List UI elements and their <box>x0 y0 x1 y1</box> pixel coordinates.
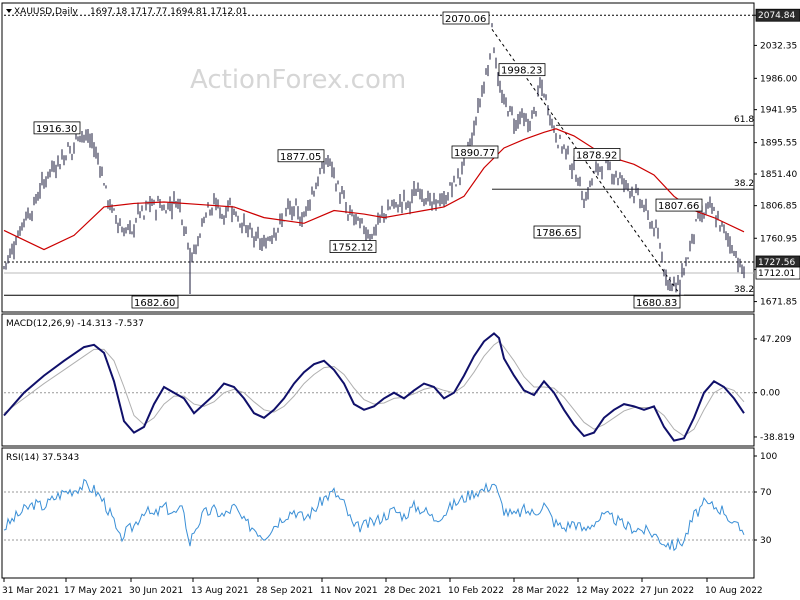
price-title: XAUUSD,Daily 1697.18 1717.77 1694.81 171… <box>6 7 247 17</box>
price-ytick-label: 2032.35 <box>760 41 797 51</box>
rsi-panel-frame <box>1 447 755 579</box>
price-panel: 2074.84 2032.35 1986.00 1941.95 1895.55 1851.… <box>3 8 800 309</box>
x-tick-label: 31 Mar 2021 <box>2 586 59 596</box>
price-title-text: XAUUSD,Daily <box>14 7 78 17</box>
rsi-ytick-label: 70 <box>760 488 772 498</box>
macd-panel: 47.209 0.00 -38.819 <box>3 332 795 443</box>
x-tick-label: 28 Dec 2021 <box>384 586 442 596</box>
price-annotation-label: 1878.92 <box>576 150 617 161</box>
price-annotation-box <box>655 198 703 212</box>
price-ytick-label: 1941.95 <box>760 106 797 116</box>
watermark: ActionForex.com <box>190 65 406 95</box>
price-annotation-box <box>498 63 546 77</box>
macd-signal-line <box>3 340 745 437</box>
price-panel-frame <box>1 2 755 313</box>
rsi-ytick-label: 100 <box>760 452 777 462</box>
x-tick-label: 27 Jun 2022 <box>640 586 694 596</box>
rsi-title: RSI(14) 37.5343 <box>6 453 79 463</box>
price-annotation-label: 1890.77 <box>454 148 495 159</box>
x-tick-label: 11 Nov 2021 <box>320 586 378 596</box>
x-tick-label: 30 Jun 2021 <box>129 586 183 596</box>
x-tick-label: 10 Aug 2022 <box>705 586 763 596</box>
fib-level-label: 38.2 <box>734 179 754 189</box>
price-annotation-box <box>442 11 490 25</box>
price-annotation-label: 1682.60 <box>134 298 175 309</box>
fib-level-label: 61.8 <box>734 115 754 125</box>
macd-ytick-label: 47.209 <box>760 335 792 345</box>
right-price-box <box>755 266 800 280</box>
price-annotation-box <box>329 240 377 253</box>
x-axis: 31 Mar 2021 17 May 2021 30 Jun 2021 13 Aug … <box>2 578 763 596</box>
price-ytick-label: 1986.00 <box>760 74 797 84</box>
x-tick-label: 13 Aug 2021 <box>191 586 249 596</box>
x-tick-label: 17 May 2021 <box>64 586 123 596</box>
price-ohlc-text: 1697.18 1717.77 1694.81 1712.01 <box>90 7 247 17</box>
right-price-box-label: 1727.56 <box>758 258 795 268</box>
price-ytick-label: 1671.85 <box>760 298 797 308</box>
moving-average-line <box>3 128 745 251</box>
dropdown-triangle-icon[interactable] <box>6 9 12 13</box>
price-ytick-label: 1760.95 <box>760 234 797 244</box>
price-ytick-label: 1895.55 <box>760 139 797 149</box>
price-annotation-box <box>573 148 621 161</box>
price-annotation-label: 1752.12 <box>332 243 373 254</box>
x-tick-label: 28 Sep 2021 <box>256 586 313 596</box>
price-annotation-box <box>451 145 499 159</box>
right-price-box-label: 1712.01 <box>758 269 795 279</box>
rsi-line <box>3 478 745 552</box>
watermark-text: ActionForex.com <box>190 65 406 95</box>
price-annotation-box <box>131 295 179 309</box>
macd-ytick-label: 0.00 <box>760 389 780 399</box>
price-annotation-box <box>633 295 681 309</box>
rsi-panel: 100 70 30 <box>3 452 777 552</box>
price-annotation-label: 1877.05 <box>280 152 321 163</box>
x-tick-label: 28 Mar 2022 <box>512 586 569 596</box>
fib-level-label: 38.2 <box>734 285 754 295</box>
price-annotation-box <box>533 225 581 239</box>
price-annotation-box <box>33 121 81 135</box>
price-annotation-label: 1786.65 <box>536 228 577 239</box>
rsi-ytick-label: 30 <box>760 536 772 546</box>
price-annotation-label: 1916.30 <box>36 124 77 135</box>
right-price-box <box>755 8 800 22</box>
right-price-box-label: 2074.84 <box>758 11 795 21</box>
price-annotation-label: 1998.23 <box>501 66 542 77</box>
price-annotation-label: 1680.83 <box>636 298 677 309</box>
macd-ytick-label: -38.819 <box>760 433 795 443</box>
price-annotation-label: 1807.66 <box>658 201 699 212</box>
price-annotation-box <box>277 149 325 163</box>
x-tick-label: 12 May 2022 <box>576 586 635 596</box>
macd-panel-frame <box>1 313 755 447</box>
x-tick-label: 10 Feb 2022 <box>448 586 504 596</box>
macd-main-line <box>3 332 745 442</box>
price-ytick-label: 1806.85 <box>760 202 797 212</box>
price-ytick-label: 1851.40 <box>760 170 797 180</box>
macd-title: MACD(12,26,9) -14.313 -7.537 <box>6 319 144 329</box>
price-annotation-label: 2070.06 <box>445 14 486 25</box>
